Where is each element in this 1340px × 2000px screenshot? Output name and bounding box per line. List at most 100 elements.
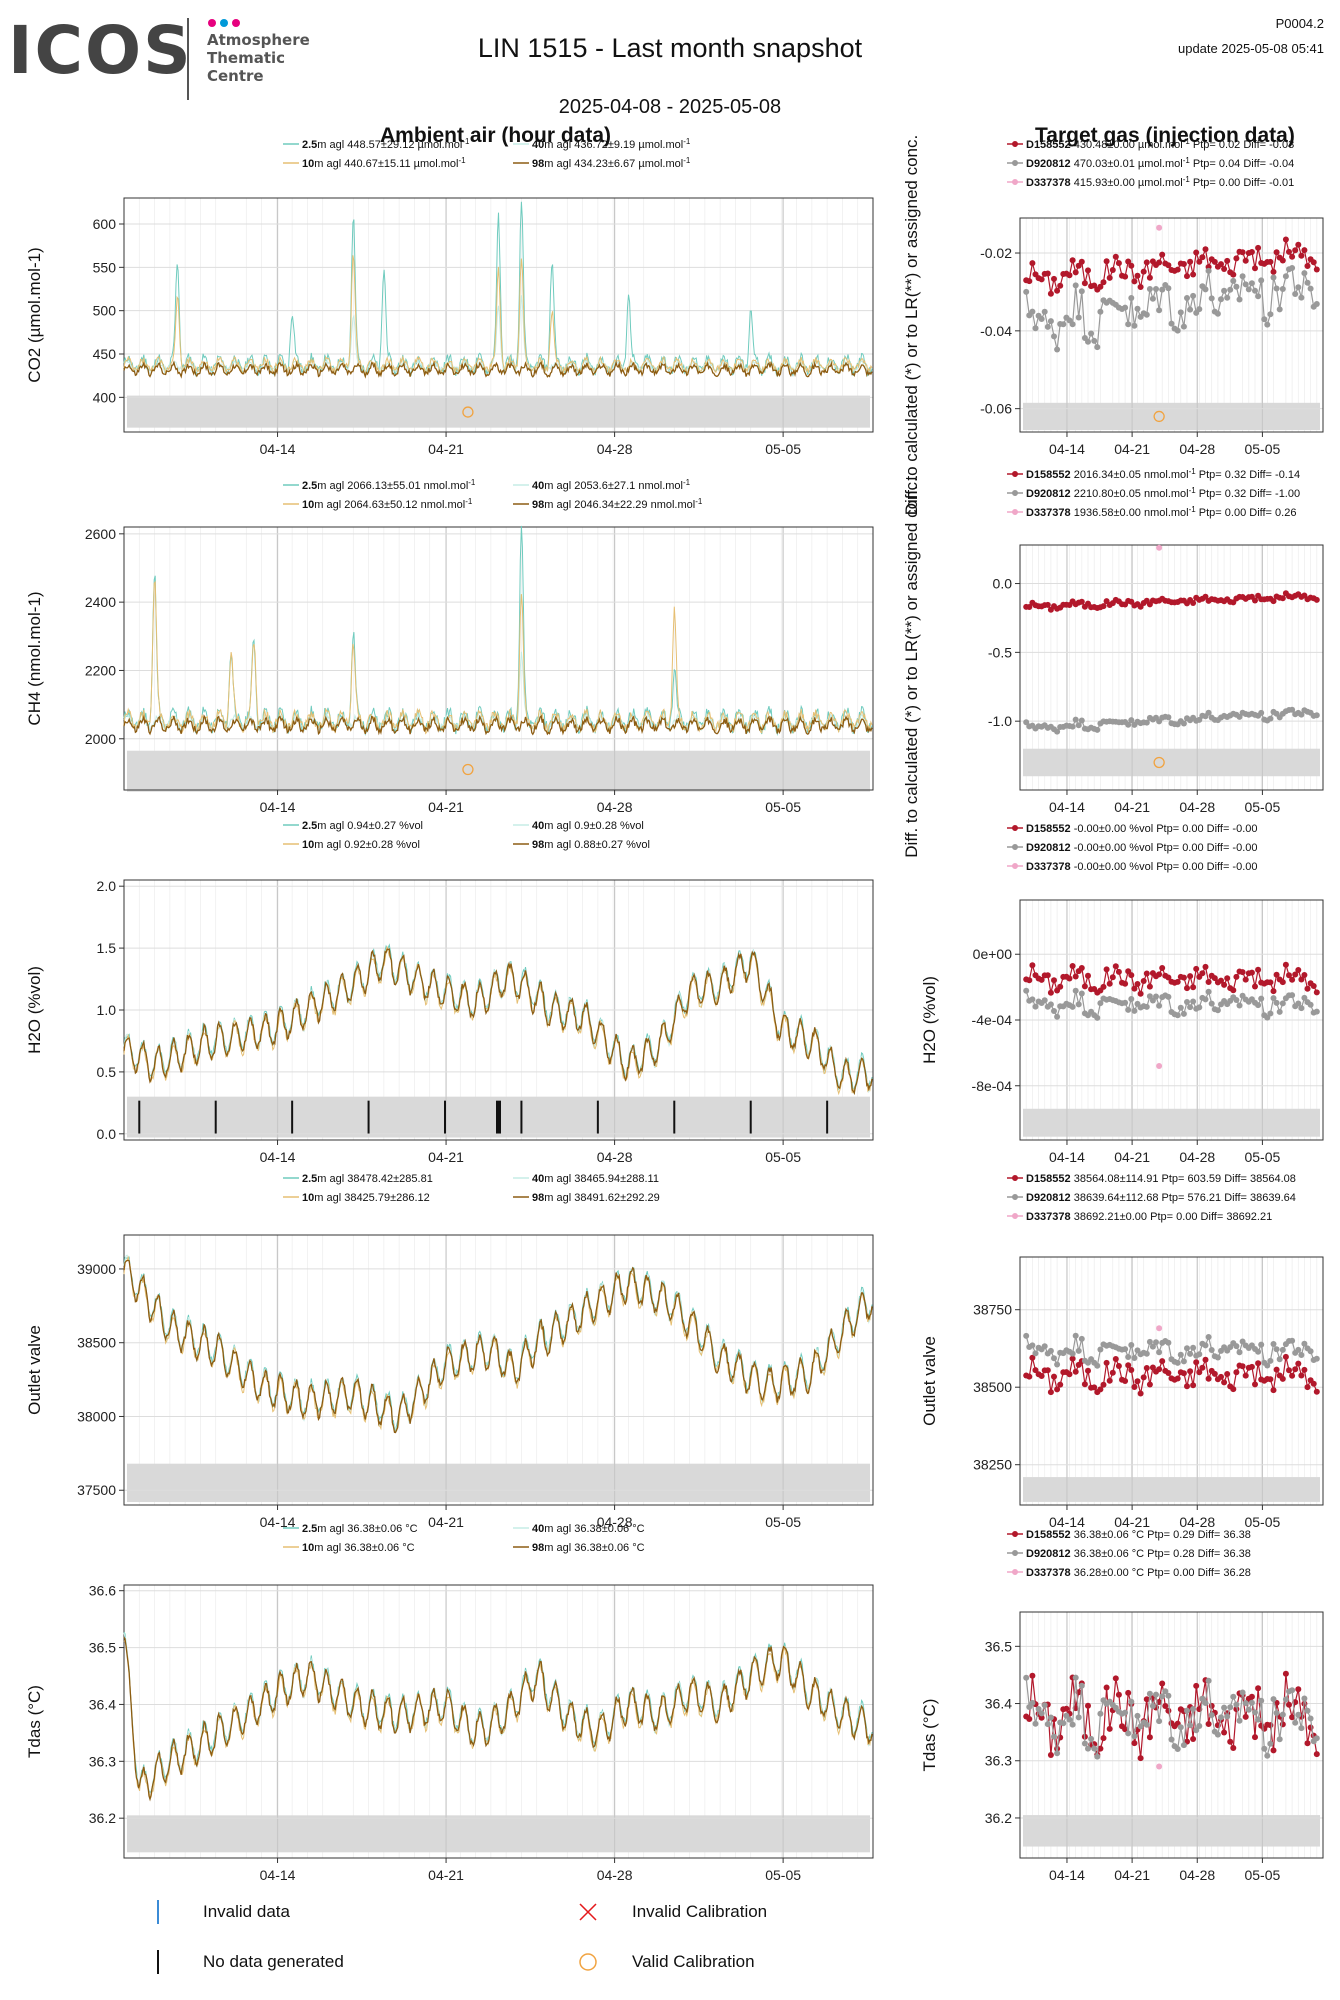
x-tick-label: 04-14 [1049, 441, 1085, 457]
series-point [1165, 1370, 1172, 1376]
series-point [1193, 965, 1200, 972]
series-point [1137, 1755, 1144, 1762]
series-point [1149, 1703, 1156, 1709]
calibration-band [127, 395, 870, 428]
y-tick-label: -0.06 [980, 401, 1012, 417]
series-point [1239, 1689, 1246, 1696]
logo-sub-line: Atmosphere [207, 31, 310, 49]
x-tick-label: 04-21 [1114, 1514, 1150, 1530]
series-point [1227, 1738, 1234, 1745]
series-point [1190, 1382, 1197, 1389]
series-point [1026, 604, 1033, 610]
series-point [1184, 999, 1190, 1005]
series-point [1023, 1674, 1030, 1681]
series-point [1279, 1000, 1286, 1007]
series-point [1153, 286, 1159, 292]
series-point [1156, 971, 1163, 978]
series-point [1177, 1004, 1184, 1011]
series-point [1233, 1701, 1240, 1708]
series-point [1282, 961, 1289, 968]
legend-stats: m agl 38465.94±288.11 [544, 1173, 659, 1185]
series-point [1156, 259, 1163, 266]
series-point [1248, 1693, 1255, 1700]
legend-stats: 2016.34±0.05 nmol.mol [1074, 469, 1189, 481]
series-point [1261, 316, 1268, 323]
series-point [1097, 1745, 1104, 1752]
series-point [1273, 1710, 1280, 1716]
series-point [1122, 999, 1129, 1006]
x-tick-label: 04-21 [1114, 441, 1150, 457]
y-tick-label: -4e-04 [972, 1012, 1013, 1028]
series-point [1180, 1370, 1187, 1377]
series-point [1267, 258, 1274, 265]
series-point [1140, 1374, 1147, 1381]
series-point [1072, 973, 1079, 980]
legend-exp: -1 [683, 156, 691, 165]
series-point [1149, 1364, 1156, 1371]
series-point [1149, 1343, 1156, 1350]
series-point [1066, 975, 1073, 982]
series-point [1286, 1367, 1292, 1374]
series-point [1196, 306, 1203, 313]
series-point [1295, 284, 1302, 291]
legend-stats: m agl 2066.13±55.01 nmol.mol [317, 480, 468, 492]
series-point [1146, 983, 1153, 990]
series-point [1029, 1699, 1036, 1706]
series-point [1044, 1367, 1051, 1374]
legend-stats: m agl 448.57±29.12 µmol.mol [317, 139, 462, 151]
series-point [1085, 338, 1091, 345]
calibration-band [127, 1463, 870, 1503]
series-point [1140, 978, 1147, 984]
valid-calibration-icon [577, 1951, 599, 1978]
series-point [1041, 997, 1048, 1004]
series-point [1041, 1702, 1048, 1709]
series-point [1051, 275, 1057, 282]
legend-height: 10 [302, 1192, 314, 1204]
y-tick-label: 36.4 [985, 1696, 1012, 1712]
series-point [1214, 1354, 1221, 1361]
logo-sub-line: Centre [207, 67, 264, 85]
plot-frame [1019, 1611, 1324, 1859]
series-point [1153, 993, 1159, 1000]
y-axis-label: Outlet valve [25, 1325, 44, 1415]
series-point [1038, 276, 1045, 283]
series-point [1063, 1705, 1070, 1712]
series-point [1072, 716, 1079, 723]
series-point [1279, 595, 1286, 602]
series-point [1258, 709, 1265, 716]
series-point [1115, 1363, 1122, 1369]
series-point [1122, 1709, 1129, 1716]
calibration-marker [1153, 756, 1165, 769]
series-point [1298, 1725, 1305, 1732]
y-tick-label: 37500 [77, 1482, 116, 1498]
series-point [1044, 601, 1051, 608]
series-point [1131, 985, 1138, 992]
series-point [1165, 262, 1172, 269]
series-point [1273, 999, 1280, 1006]
y-tick-label: 38500 [77, 1335, 116, 1351]
series-point [1100, 1735, 1107, 1742]
series-point [1159, 286, 1166, 293]
legend-rest: Ptp= 0.00 Diff= 36.28 [1144, 1567, 1251, 1579]
legend-dot [1012, 1194, 1018, 1200]
x-tick-label: 04-21 [428, 1514, 464, 1530]
series-point [1289, 1337, 1296, 1344]
series-point [1122, 1346, 1129, 1353]
series-point [1279, 1711, 1286, 1718]
legend-exp: -1 [1189, 505, 1197, 514]
legend-label: D920812 2210.80±0.05 nmol.mol-1 Ptp= 0.3… [1026, 486, 1300, 500]
series-point [1304, 263, 1311, 269]
series-point [1230, 277, 1237, 284]
series-point [1298, 1005, 1305, 1012]
legend-rest: Ptp= 0.00 Diff= -0.00 [1153, 823, 1257, 835]
series-point [1029, 308, 1036, 315]
series-point [1122, 1378, 1129, 1384]
series-point [1187, 258, 1194, 265]
series-point [1128, 972, 1135, 979]
y-tick-label: 2200 [85, 662, 116, 678]
series-point [1276, 1356, 1283, 1363]
series-point [1149, 295, 1156, 302]
legend-label: D158552 38564.08±114.91 Ptp= 603.59 Diff… [1026, 1173, 1296, 1185]
series-point [1146, 1734, 1153, 1741]
legend-cylinder: D920812 [1026, 488, 1074, 500]
